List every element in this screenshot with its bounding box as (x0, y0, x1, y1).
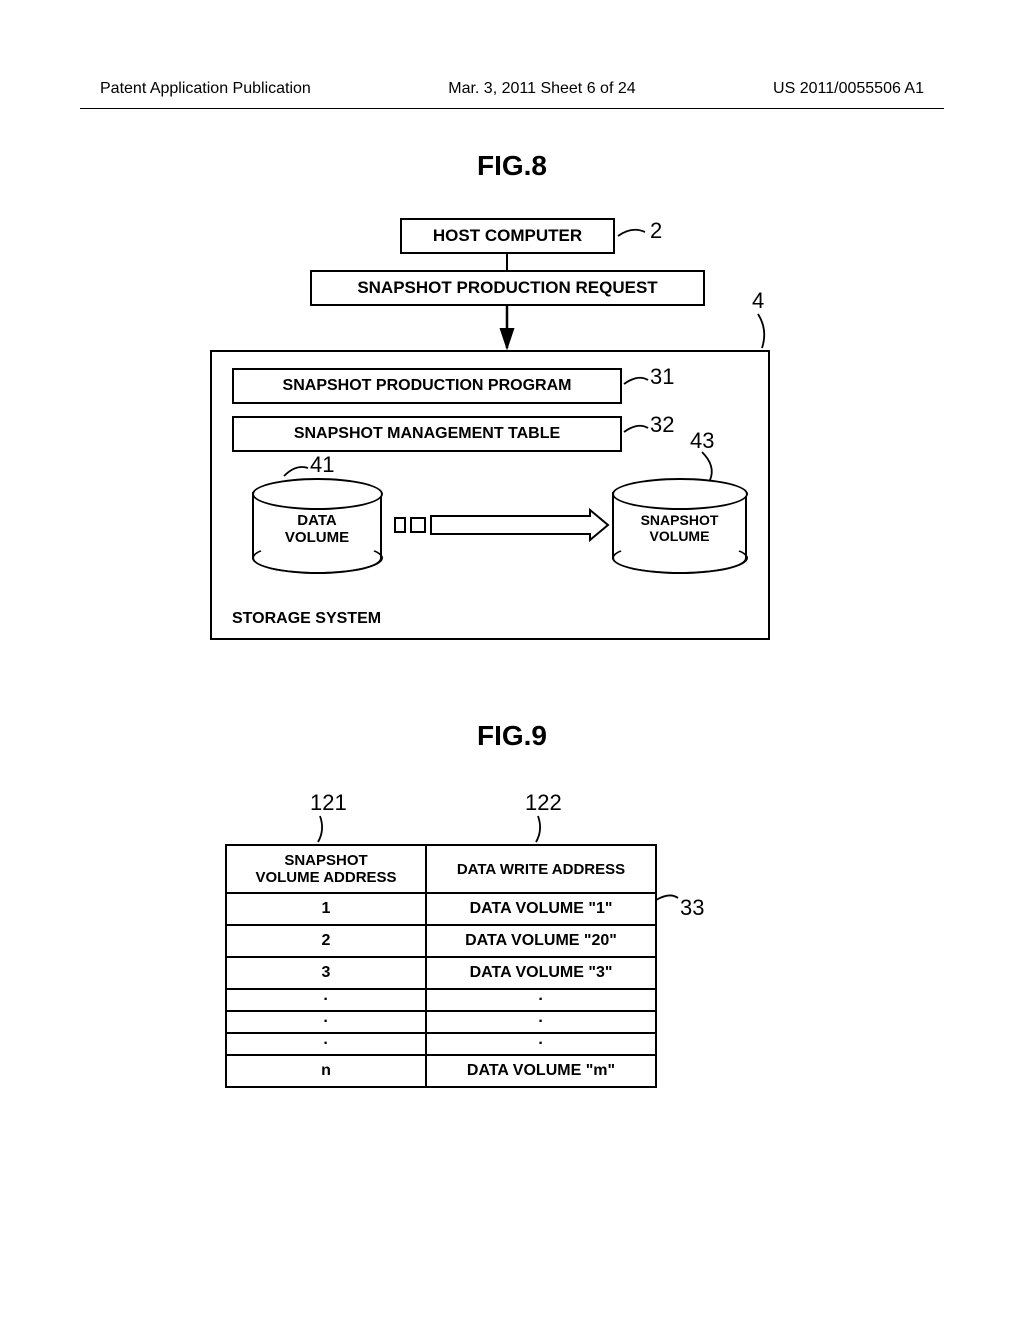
ref-2: 2 (650, 218, 662, 244)
ref-32: 32 (650, 412, 674, 438)
cell-r6c1: DATA VOLUME "m" (426, 1055, 656, 1087)
fig9-title: FIG.9 (0, 720, 1024, 752)
header-rule (80, 108, 944, 109)
snapshot-request-box: SNAPSHOT PRODUCTION REQUEST (310, 270, 705, 306)
data-volume-label: DATA VOLUME (254, 492, 380, 546)
data-volume-cylinder: DATA VOLUME (252, 492, 382, 572)
cell-r2c1: DATA VOLUME "3" (426, 957, 656, 989)
header-left: Patent Application Publication (100, 80, 311, 98)
col1-header: SNAPSHOT VOLUME ADDRESS (226, 845, 426, 893)
host-computer-box: HOST COMPUTER (400, 218, 615, 254)
snapshot-volume-label: SNAPSHOT VOLUME (614, 492, 745, 544)
cell-r4c1: · (426, 1011, 656, 1033)
header-center: Mar. 3, 2011 Sheet 6 of 24 (448, 80, 635, 98)
snapshot-program-box: SNAPSHOT PRODUCTION PROGRAM (232, 368, 622, 404)
snapshot-mgmt-table-box: SNAPSHOT MANAGEMENT TABLE (232, 416, 622, 452)
cell-r5c0: · (226, 1033, 426, 1055)
cell-r6c0: n (226, 1055, 426, 1087)
snapshot-volume-cylinder: SNAPSHOT VOLUME (612, 492, 747, 572)
col2-header: DATA WRITE ADDRESS (426, 845, 656, 893)
cell-r1c0: 2 (226, 925, 426, 957)
cell-r3c1: · (426, 989, 656, 1011)
fig9-table: SNAPSHOT VOLUME ADDRESS DATA WRITE ADDRE… (225, 844, 657, 1088)
page-header: Patent Application Publication Mar. 3, 2… (0, 80, 1024, 98)
ref-41: 41 (310, 452, 334, 478)
cell-r5c1: · (426, 1033, 656, 1055)
fig8-title: FIG.8 (0, 150, 1024, 182)
cell-r2c0: 3 (226, 957, 426, 989)
cell-r1c1: DATA VOLUME "20" (426, 925, 656, 957)
ref-33: 33 (680, 895, 704, 921)
ref-31: 31 (650, 364, 674, 390)
storage-system-box: SNAPSHOT PRODUCTION PROGRAM SNAPSHOT MAN… (210, 350, 770, 640)
storage-system-label: STORAGE SYSTEM (232, 610, 381, 628)
ref-121: 121 (310, 790, 347, 816)
cell-r0c0: 1 (226, 893, 426, 925)
cell-r4c0: · (226, 1011, 426, 1033)
cell-r3c0: · (226, 989, 426, 1011)
header-right: US 2011/0055506 A1 (773, 80, 924, 98)
ref-4: 4 (752, 288, 764, 314)
ref-122: 122 (525, 790, 562, 816)
cell-r0c1: DATA VOLUME "1" (426, 893, 656, 925)
ref-43: 43 (690, 428, 714, 454)
